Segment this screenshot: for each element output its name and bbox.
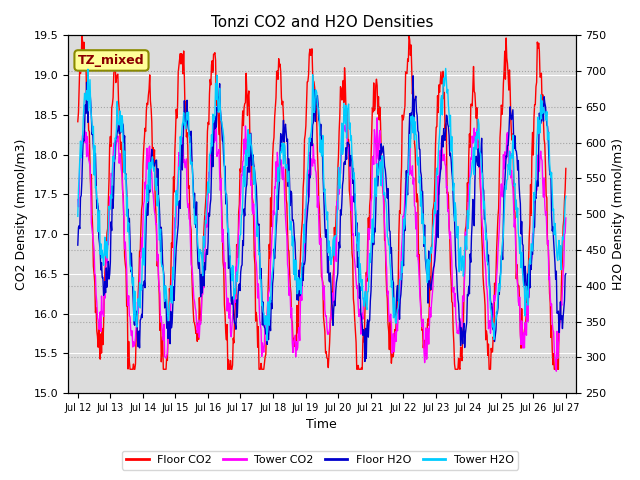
Legend: Floor CO2, Tower CO2, Floor H2O, Tower H2O: Floor CO2, Tower CO2, Floor H2O, Tower H… (122, 451, 518, 469)
Text: TZ_mixed: TZ_mixed (78, 54, 145, 67)
Y-axis label: CO2 Density (mmol/m3): CO2 Density (mmol/m3) (15, 139, 28, 290)
Title: Tonzi CO2 and H2O Densities: Tonzi CO2 and H2O Densities (211, 15, 433, 30)
Y-axis label: H2O Density (mmol/m3): H2O Density (mmol/m3) (612, 138, 625, 290)
X-axis label: Time: Time (307, 419, 337, 432)
